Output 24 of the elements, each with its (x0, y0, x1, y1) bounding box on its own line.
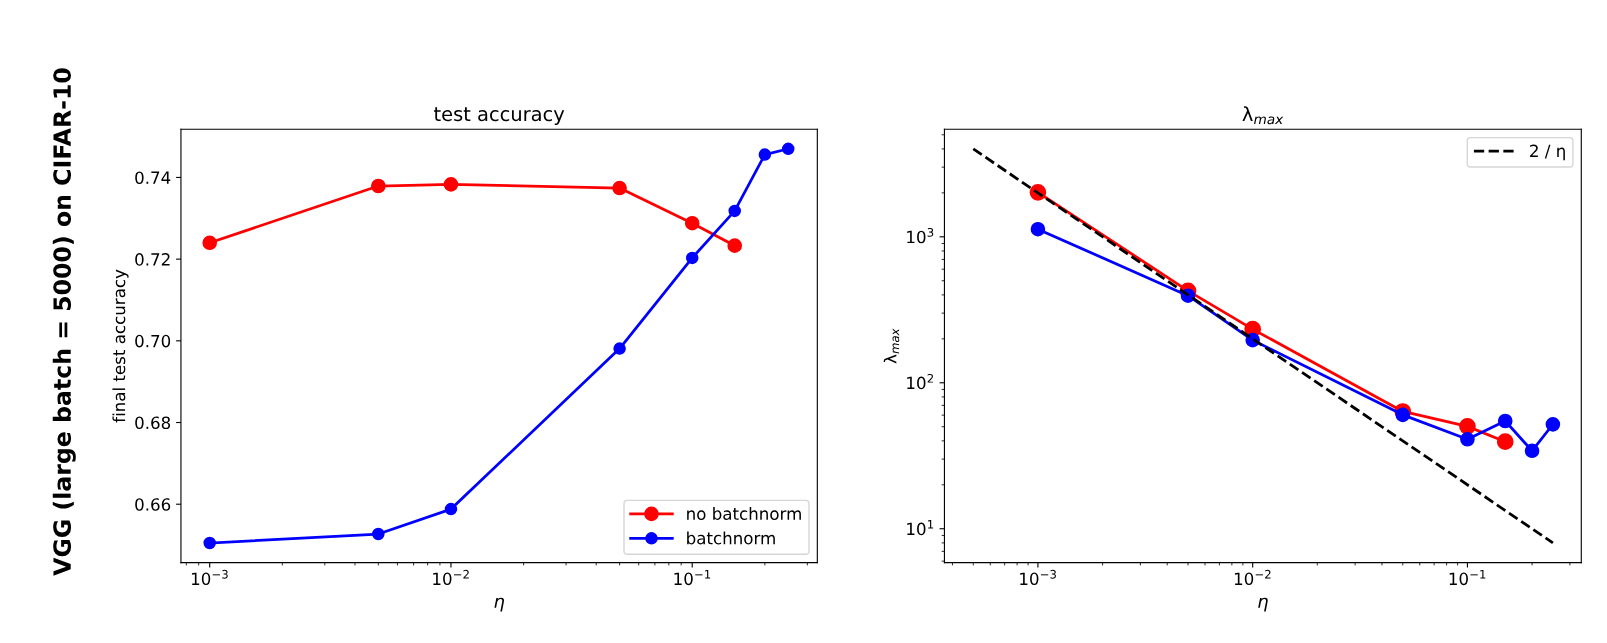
y-axis-title: λ$_{max}$ (883, 328, 900, 364)
x-tick-label: 10$^{−3}$ (1020, 569, 1056, 586)
chart-title: test accuracy (434, 107, 565, 125)
legend-label: batchnorm (687, 531, 775, 545)
legend-label: 2 / η (1530, 144, 1565, 161)
y-tick-label: 10$^{1}$ (907, 520, 934, 536)
x-tick-label: 10$^{−2}$ (433, 569, 469, 586)
y-tick-label: 0.70 (135, 334, 171, 348)
x-tick-label: 10$^{−1}$ (1449, 570, 1486, 586)
y-tick-label: 0.68 (135, 416, 171, 430)
x-tick-label: 10$^{−3}$ (191, 569, 228, 586)
x-tick-label: 10$^{−1}$ (674, 570, 711, 586)
y-tick-label: 0.66 (135, 498, 171, 511)
y-tick-label: 10$^{3}$ (907, 227, 934, 244)
x-axis-title: η (494, 597, 505, 612)
x-axis-title: η (1258, 597, 1268, 612)
y-axis-title: final test accuracy (112, 269, 129, 423)
chart-title: λ$_{max}$ (1242, 106, 1284, 125)
y-tick-label: 10$^{2}$ (907, 373, 933, 390)
text: VGG (large batch = 5000) on CIFAR-10 (52, 68, 76, 576)
y-tick-label: 0.74 (135, 171, 171, 185)
y-tick-label: 0.72 (135, 253, 170, 266)
x-tick-label: 10$^{−2}$ (1234, 569, 1271, 586)
legend-label: no batchnorm (687, 507, 801, 520)
